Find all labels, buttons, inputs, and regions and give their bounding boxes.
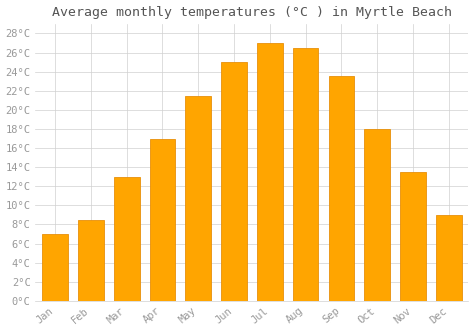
- Bar: [436, 215, 462, 301]
- Bar: [365, 129, 390, 301]
- Bar: [185, 96, 211, 301]
- Bar: [257, 43, 283, 301]
- Title: Average monthly temperatures (°C ) in Myrtle Beach: Average monthly temperatures (°C ) in My…: [52, 6, 452, 19]
- Bar: [400, 172, 426, 301]
- Bar: [150, 138, 175, 301]
- Bar: [328, 76, 354, 301]
- Bar: [42, 234, 68, 301]
- Bar: [221, 62, 247, 301]
- Bar: [78, 220, 104, 301]
- Bar: [293, 48, 319, 301]
- Bar: [114, 177, 139, 301]
